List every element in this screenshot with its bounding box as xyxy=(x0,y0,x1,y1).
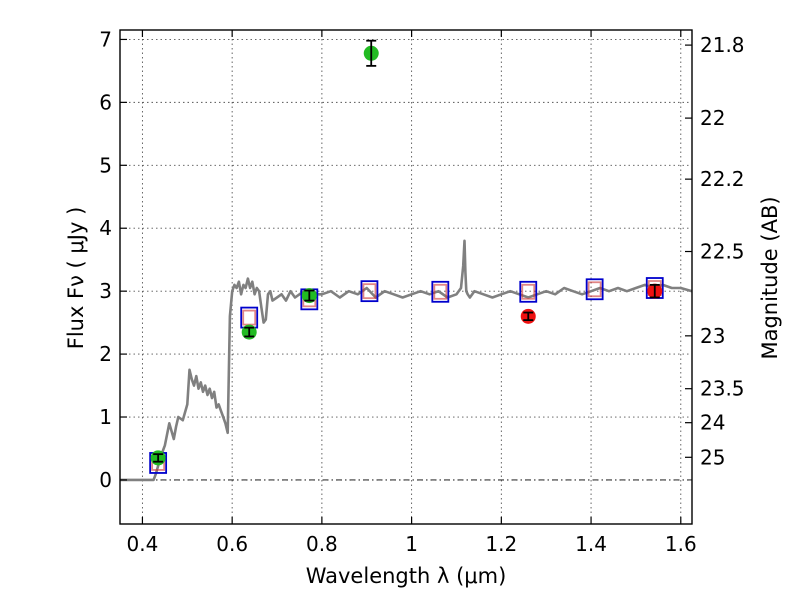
x-tick-label: 1 xyxy=(405,532,418,556)
x-tick-label: 0.4 xyxy=(127,532,159,556)
magnitude-tick-label: 21.8 xyxy=(700,33,745,57)
magnitude-axis-ticks: 21.8 22 22.2 22.5 23 23.5 24 25 xyxy=(685,33,745,469)
y-tick-label: 2 xyxy=(99,342,112,366)
magnitude-axis-label: Magnitude (AB) xyxy=(758,196,782,359)
y-tick-label: 5 xyxy=(99,153,112,177)
model-flux-box-inner xyxy=(587,281,602,298)
magnitude-tick-label: 22.2 xyxy=(700,167,745,191)
model-flux-box-inner xyxy=(433,283,448,300)
grid xyxy=(120,30,692,524)
x-tick-label: 1.4 xyxy=(575,532,607,556)
y-axis-label: Flux Fν ( μJy ) xyxy=(64,207,88,350)
magnitude-tick-label: 25 xyxy=(700,445,725,469)
model-points-layer xyxy=(149,277,664,474)
model-flux-box xyxy=(585,278,604,301)
model-flux-box-inner xyxy=(362,283,377,300)
magnitude-tick-label: 22 xyxy=(700,106,725,130)
model-flux-box xyxy=(519,280,538,303)
y-axis-ticks: 0 1 2 3 4 5 6 7 xyxy=(99,27,127,492)
x-tick-label: 0.6 xyxy=(216,532,248,556)
spectrum-layer xyxy=(120,239,693,482)
observed-points-layer xyxy=(150,39,663,466)
y-tick-label: 4 xyxy=(99,216,112,240)
y-tick-label: 6 xyxy=(99,90,112,114)
model-flux-box-inner xyxy=(242,309,257,326)
x-tick-label: 1.6 xyxy=(665,532,697,556)
model-spectrum-line xyxy=(120,239,693,482)
model-flux-box xyxy=(431,280,450,303)
y-tick-label: 7 xyxy=(99,27,112,51)
model-flux-box-inner xyxy=(521,283,536,300)
x-tick-label: 1.2 xyxy=(485,532,517,556)
y-tick-label: 0 xyxy=(99,468,112,492)
x-tick-label: 0.8 xyxy=(306,532,338,556)
magnitude-tick-label: 23 xyxy=(700,324,725,348)
x-axis-ticks: 0.4 0.6 0.8 1 1.2 1.4 1.6 xyxy=(127,30,697,556)
magnitude-tick-label: 22.5 xyxy=(700,240,745,264)
y-tick-label: 1 xyxy=(99,405,112,429)
x-axis-label: Wavelength λ (μm) xyxy=(306,564,507,588)
magnitude-tick-label: 24 xyxy=(700,411,725,435)
model-flux-box xyxy=(360,280,379,303)
y-tick-label: 3 xyxy=(99,279,112,303)
plot-frame xyxy=(119,29,693,525)
magnitude-tick-label: 23.5 xyxy=(700,377,745,401)
